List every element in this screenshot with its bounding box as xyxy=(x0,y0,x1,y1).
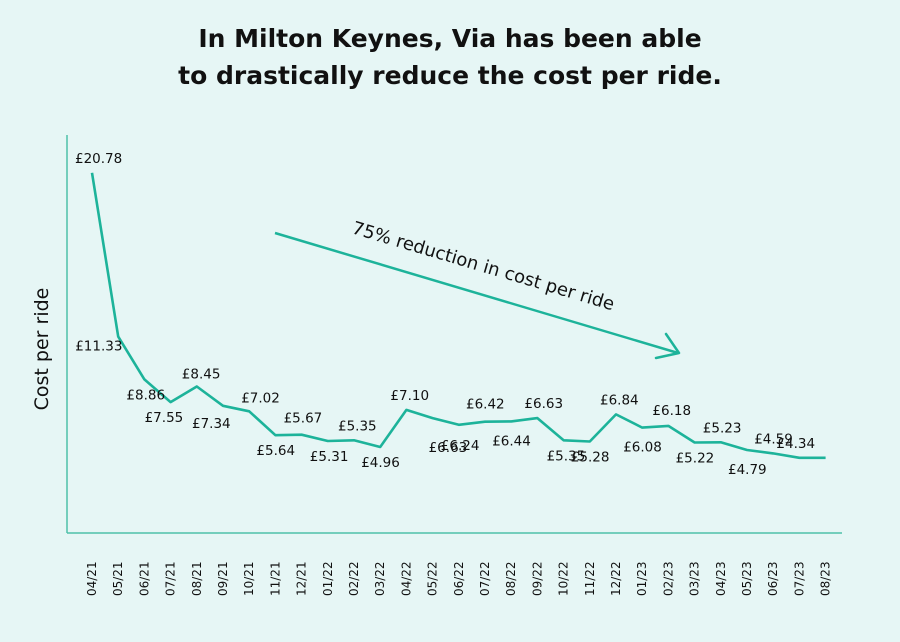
x-tick-label: 04/21 xyxy=(85,561,99,596)
x-tick-label: 03/23 xyxy=(688,561,702,596)
data-label: £11.33 xyxy=(75,339,122,355)
x-tick-label: 07/22 xyxy=(478,561,492,596)
x-tick-label: 06/22 xyxy=(452,561,466,596)
reduction-annotation: 75% reduction in cost per ride xyxy=(274,218,681,360)
data-label: £4.34 xyxy=(776,436,815,452)
x-tick-label: 10/22 xyxy=(557,561,571,596)
data-labels: £20.78£11.33£8.86£7.55£8.45£7.34£7.02£5.… xyxy=(75,151,815,478)
data-label: £6.63 xyxy=(429,440,468,456)
reduction-arrow-head xyxy=(654,332,681,360)
x-tick-label: 05/22 xyxy=(426,561,440,596)
series-line xyxy=(90,172,826,460)
x-tick-label: 08/21 xyxy=(190,561,204,596)
x-tick-label: 01/23 xyxy=(635,561,649,596)
x-tick-label: 04/23 xyxy=(714,561,728,596)
data-label: £5.67 xyxy=(284,411,323,427)
y-axis-label: Cost per ride xyxy=(31,288,53,411)
x-tick-label: 03/22 xyxy=(373,561,387,596)
data-label: £7.02 xyxy=(241,390,280,406)
x-tick-label: 12/22 xyxy=(609,561,623,596)
x-tick-label: 08/22 xyxy=(504,561,518,596)
data-label: £5.35 xyxy=(338,418,377,434)
x-tick-label: 08/23 xyxy=(819,561,833,596)
data-label: £5.35 xyxy=(547,448,586,464)
data-label: £6.84 xyxy=(600,392,639,408)
data-label: £4.79 xyxy=(728,462,767,478)
x-tick-label: 09/22 xyxy=(530,561,544,596)
data-label: £6.24 xyxy=(441,438,480,454)
data-label: £7.34 xyxy=(192,416,231,432)
data-label: £6.42 xyxy=(466,397,505,413)
data-label: £6.08 xyxy=(623,440,662,456)
data-label: £5.28 xyxy=(571,450,610,466)
x-tick-label: 04/22 xyxy=(399,561,413,596)
x-tick-label: 12/21 xyxy=(295,561,309,596)
data-label: £5.22 xyxy=(676,451,715,467)
x-tick-labels: 04/21 05/21 06/21 07/21 08/21 09/21 10/21 11/21… xyxy=(85,561,833,596)
x-tick-label: 06/23 xyxy=(766,561,780,596)
reduction-arrow-shaft xyxy=(274,231,679,355)
data-label: £5.23 xyxy=(703,420,742,436)
chart-title-line-1: In Milton Keynes, Via has been able xyxy=(198,24,701,53)
x-tick-label: 06/21 xyxy=(137,561,151,596)
data-label: £4.96 xyxy=(361,455,400,471)
data-label: £6.63 xyxy=(524,396,563,412)
data-label: £8.45 xyxy=(182,367,221,383)
data-label: £5.64 xyxy=(256,443,295,459)
data-label: £4.59 xyxy=(754,431,793,447)
x-tick-label: 02/22 xyxy=(347,561,361,596)
data-label: £7.10 xyxy=(390,388,429,404)
data-label: £6.44 xyxy=(492,433,531,449)
x-tick-label: 07/23 xyxy=(792,561,806,596)
x-tick-label: 09/21 xyxy=(216,561,230,596)
x-tick-label: 10/21 xyxy=(242,561,256,596)
x-tick-label: 11/22 xyxy=(583,561,597,596)
x-tick-label: 07/21 xyxy=(164,561,178,596)
data-label: £8.86 xyxy=(126,387,165,403)
data-label: £20.78 xyxy=(75,151,122,167)
x-tick-label: 05/23 xyxy=(740,561,754,596)
x-tick-label: 02/23 xyxy=(661,561,675,596)
x-tick-label: 11/21 xyxy=(268,561,282,596)
chart-title-line-2: to drastically reduce the cost per ride. xyxy=(178,61,722,90)
data-label: £6.18 xyxy=(652,403,691,419)
x-tick-label: 01/22 xyxy=(321,561,335,596)
data-label: £7.55 xyxy=(145,410,184,426)
data-label: £5.31 xyxy=(310,449,349,465)
x-tick-label: 05/21 xyxy=(111,561,125,596)
